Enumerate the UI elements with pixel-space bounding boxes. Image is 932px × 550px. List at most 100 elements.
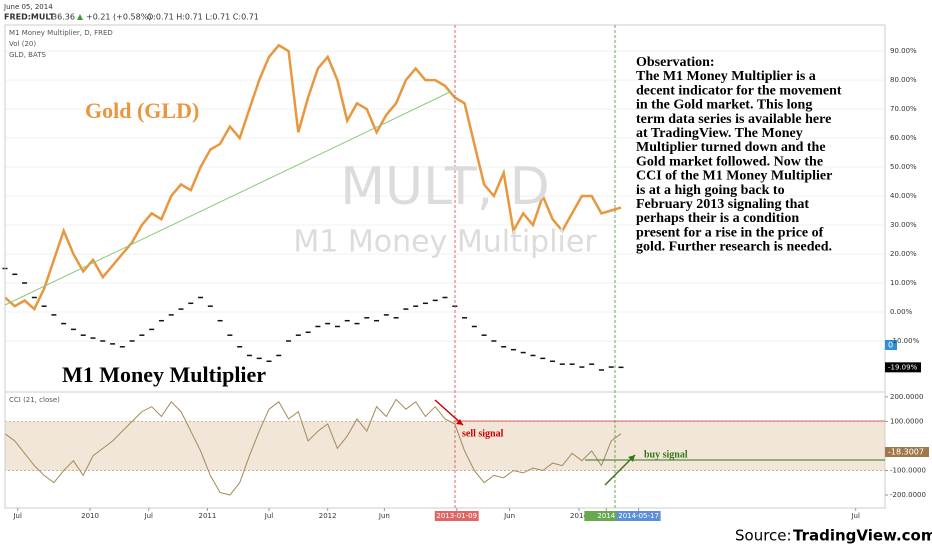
x-tick-label: Jul [850, 512, 860, 520]
y-tick-label: -10.00% [890, 337, 920, 345]
y-tick-label: 10.00% [890, 279, 917, 287]
badge-box [885, 340, 897, 350]
legend-entry: Vol (20) [9, 40, 36, 48]
m1-dash [422, 302, 428, 305]
m1-dash [41, 305, 47, 307]
m1-dash [383, 314, 389, 316]
y-tick-label: -100.0000 [890, 466, 926, 474]
buy-signal: buy signal [644, 449, 688, 460]
y-tick-label: 30.00% [890, 221, 917, 229]
last-badge: -19.09% [888, 363, 918, 371]
observation-line: Gold market followed. Now the [636, 154, 823, 169]
observation-line: decent indicator for the movement [636, 83, 842, 98]
x-tick-label: 2012 [319, 512, 337, 520]
x-tick-label: 2013-01-09 [436, 512, 477, 520]
m1-dash [246, 354, 252, 357]
m1-dash [442, 296, 448, 299]
m1-dash [510, 348, 516, 351]
cci-band [4, 420, 886, 471]
date: June 05, 2014 [3, 3, 53, 11]
m1-dash [413, 305, 419, 307]
m1-dash [501, 346, 507, 348]
observation-line: is at a high going back to [636, 183, 785, 198]
m1-dash [305, 331, 311, 334]
m1-dash [315, 325, 321, 328]
m1-dash [481, 334, 487, 336]
observation-line: Observation: [636, 55, 715, 70]
m1-dash [295, 334, 301, 336]
observation-line: The M1 Money Multiplier is a [636, 69, 816, 84]
m1-annotation: M1 Money Multiplier [62, 362, 266, 387]
x-tick-label: 2014 [597, 512, 615, 520]
watermark-sub: M1 Money Multiplier [293, 225, 597, 260]
m1-dash [198, 296, 204, 299]
x-tick-label: Jun [503, 512, 515, 520]
x-tick-label: 2011 [198, 512, 216, 520]
m1-dash [178, 308, 184, 310]
buy-arrowhead [628, 455, 635, 462]
m1-dash [286, 340, 292, 342]
legend-entry: GLD, BATS [9, 51, 46, 59]
m1-dash [550, 360, 556, 363]
y-tick-label: 200.0000 [890, 393, 923, 401]
price: 36.36 [52, 13, 75, 22]
m1-dash [393, 317, 399, 319]
series-line [4, 398, 622, 496]
m1-dash [325, 322, 331, 325]
sell-arrowhead [456, 419, 463, 425]
m1-dash [344, 319, 350, 322]
m1-dash [276, 354, 282, 357]
m1-dash [608, 366, 614, 368]
y-tick-label: 70.00% [890, 105, 917, 113]
series-line [4, 43, 622, 312]
m1-dash [168, 314, 174, 316]
watermark: MULT, D [340, 157, 550, 217]
m1-dash [266, 360, 272, 363]
x-tick-label: Jul [12, 512, 22, 520]
trend-line [4, 91, 451, 306]
m1-dash [61, 322, 67, 325]
m1-dash [100, 340, 106, 342]
tick-highlight [584, 511, 629, 521]
observation-line: CCI of the M1 Money Multiplier [636, 169, 832, 184]
m1-dash [139, 334, 145, 336]
m1-dash [471, 325, 477, 328]
observation-line: Multiplier turned down and the [636, 140, 826, 155]
m1-dash [12, 273, 18, 276]
y-tick-label: 50.00% [890, 163, 917, 171]
gold-annotation: Gold (GLD) [85, 98, 199, 123]
m1-dash [364, 317, 370, 319]
m1-dash [432, 299, 438, 302]
m1-dash [227, 334, 233, 336]
m1-dash [598, 369, 604, 371]
main-pane [2, 43, 886, 496]
y-tick-label: -200.0000 [890, 491, 926, 499]
observation-line: at TradingView. The Money [636, 126, 803, 141]
m1-dash [520, 351, 526, 354]
buy-arrow [604, 454, 636, 486]
m1-dash [110, 343, 116, 345]
m1-dash [217, 319, 223, 322]
badge-box [885, 447, 929, 457]
x-tick-label: Jun [378, 512, 390, 520]
m1-dash [618, 366, 624, 369]
observation-line: perhaps their is a condition [636, 211, 799, 226]
m1-dash [334, 325, 340, 328]
m1-dash [540, 357, 546, 360]
cci-legend: CCI (21, close) [9, 396, 60, 404]
m1-dash [207, 305, 213, 307]
m1-dash [51, 314, 57, 316]
m1-dash [149, 328, 155, 331]
legend-entry: M1 Money Multiplier, D, FRED [9, 29, 113, 37]
last-badge-box [885, 362, 921, 373]
ohlc: O:0.71 H:0.71 L:0.71 C:0.71 [147, 13, 259, 22]
m1-dash [559, 363, 565, 365]
m1-dash [403, 308, 409, 310]
m1-dash [589, 363, 595, 365]
m1-dash [569, 363, 575, 365]
m1-dash [119, 346, 125, 348]
y-tick-label: 100.0000 [890, 417, 923, 425]
m1-dash [530, 354, 536, 357]
m1-dash [80, 334, 86, 336]
